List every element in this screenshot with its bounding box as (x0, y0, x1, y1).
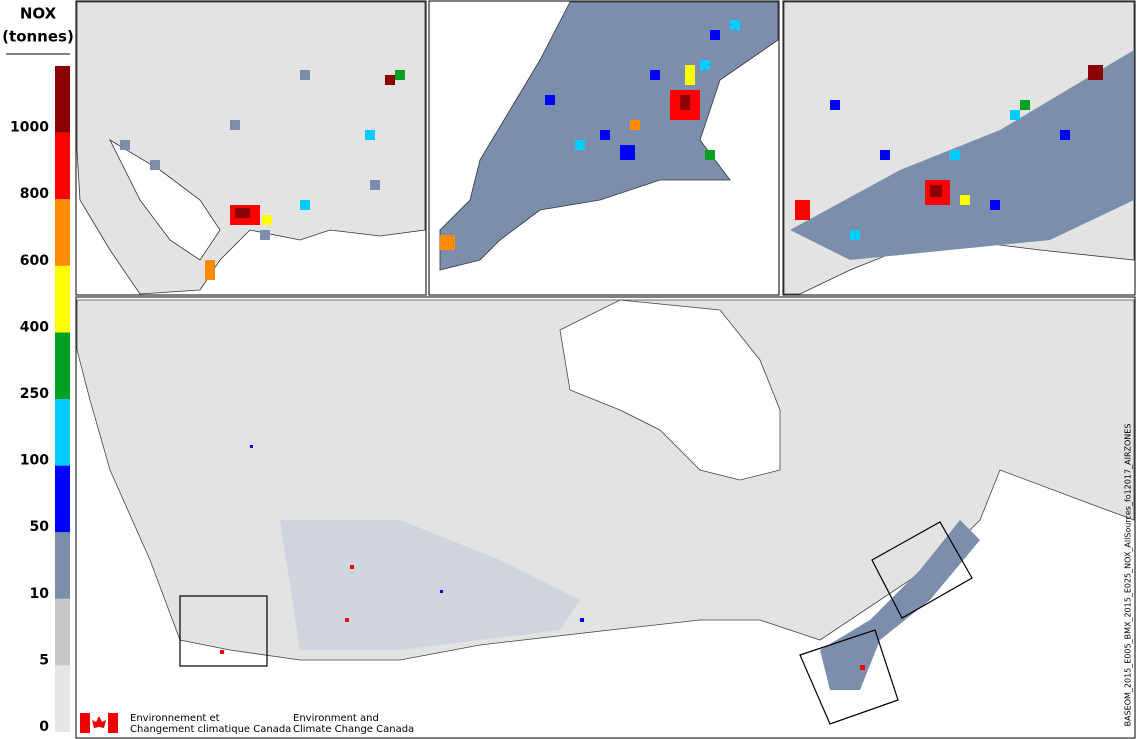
canada-flag (80, 713, 118, 733)
main-map (75, 296, 1136, 739)
color-swatch (55, 332, 70, 399)
color-swatch (55, 665, 70, 732)
color-swatch (55, 399, 70, 466)
color-swatch (55, 598, 70, 666)
color-swatch (55, 132, 70, 200)
scale-label: 5 (39, 652, 49, 668)
inset-quebec (782, 0, 1136, 296)
footer-text: Changement climatique Canada (130, 724, 291, 735)
scale-label: 400 (20, 319, 49, 335)
footer-text: Climate Change Canada (293, 724, 414, 735)
footer-text: Environnement et (130, 713, 220, 724)
color-swatch (55, 199, 70, 266)
side-label: BASEOM_2015_E005_BMX_2015_E025_NOX_AllSo… (1124, 424, 1133, 727)
color-swatch (55, 265, 70, 333)
scale-label: 50 (30, 519, 50, 535)
scale-label: 250 (20, 386, 49, 402)
color-scale: 0 5 10 50 100 250 400 600 800 1000 (10, 66, 70, 735)
legend-title: (tonnes) (2, 28, 74, 46)
color-swatch (55, 465, 70, 533)
color-swatch (55, 532, 70, 599)
scale-label: 1000 (10, 120, 49, 136)
inset-bc (75, 0, 427, 296)
footer-text: Environment and (293, 713, 379, 724)
scale-label: 600 (20, 253, 49, 269)
color-swatch (55, 66, 70, 133)
scale-label: 10 (30, 586, 50, 602)
legend-title: NOX (20, 5, 57, 23)
scale-label: 100 (20, 453, 49, 469)
scale-label: 0 (39, 719, 49, 735)
scale-label: 800 (20, 186, 49, 202)
inset-ontario (428, 0, 780, 296)
